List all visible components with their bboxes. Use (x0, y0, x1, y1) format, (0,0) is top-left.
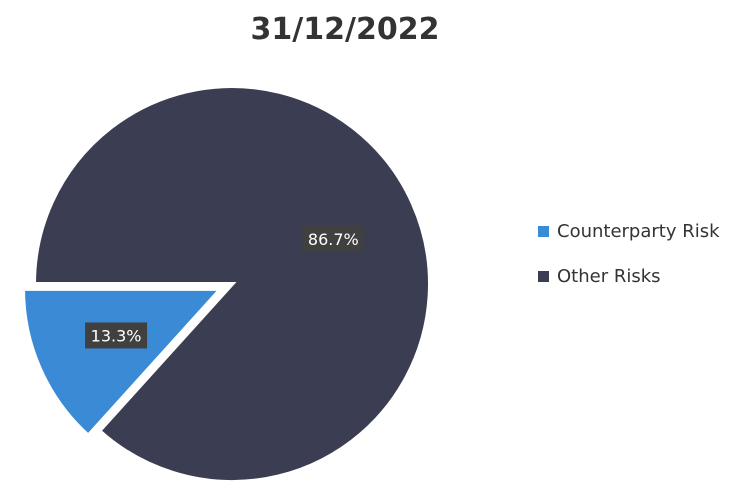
legend-item-other-risks[interactable]: Other Risks (538, 265, 720, 287)
data-label-box (302, 226, 365, 253)
legend-swatch-other-risks (538, 270, 549, 282)
data-label-counterparty-risk: 13.3% (85, 322, 148, 349)
chart-title: 31/12/2022 (250, 12, 440, 47)
data-label-text: 13.3% (91, 326, 142, 345)
legend-item-counterparty-risk[interactable]: Counterparty Risk (538, 220, 720, 242)
data-label-other-risks: 86.7% (302, 226, 365, 253)
legend-label-counterparty-risk: Counterparty Risk (557, 220, 720, 242)
pie-slice-counterparty-risk[interactable] (21, 286, 226, 439)
pie-slice-other-risks[interactable] (31, 84, 432, 482)
legend: Counterparty Risk Other Risks (538, 220, 720, 310)
data-label-box (85, 322, 148, 349)
data-label-text: 86.7% (308, 230, 359, 249)
legend-label-other-risks: Other Risks (557, 265, 661, 287)
legend-swatch-counterparty-risk (538, 225, 549, 237)
